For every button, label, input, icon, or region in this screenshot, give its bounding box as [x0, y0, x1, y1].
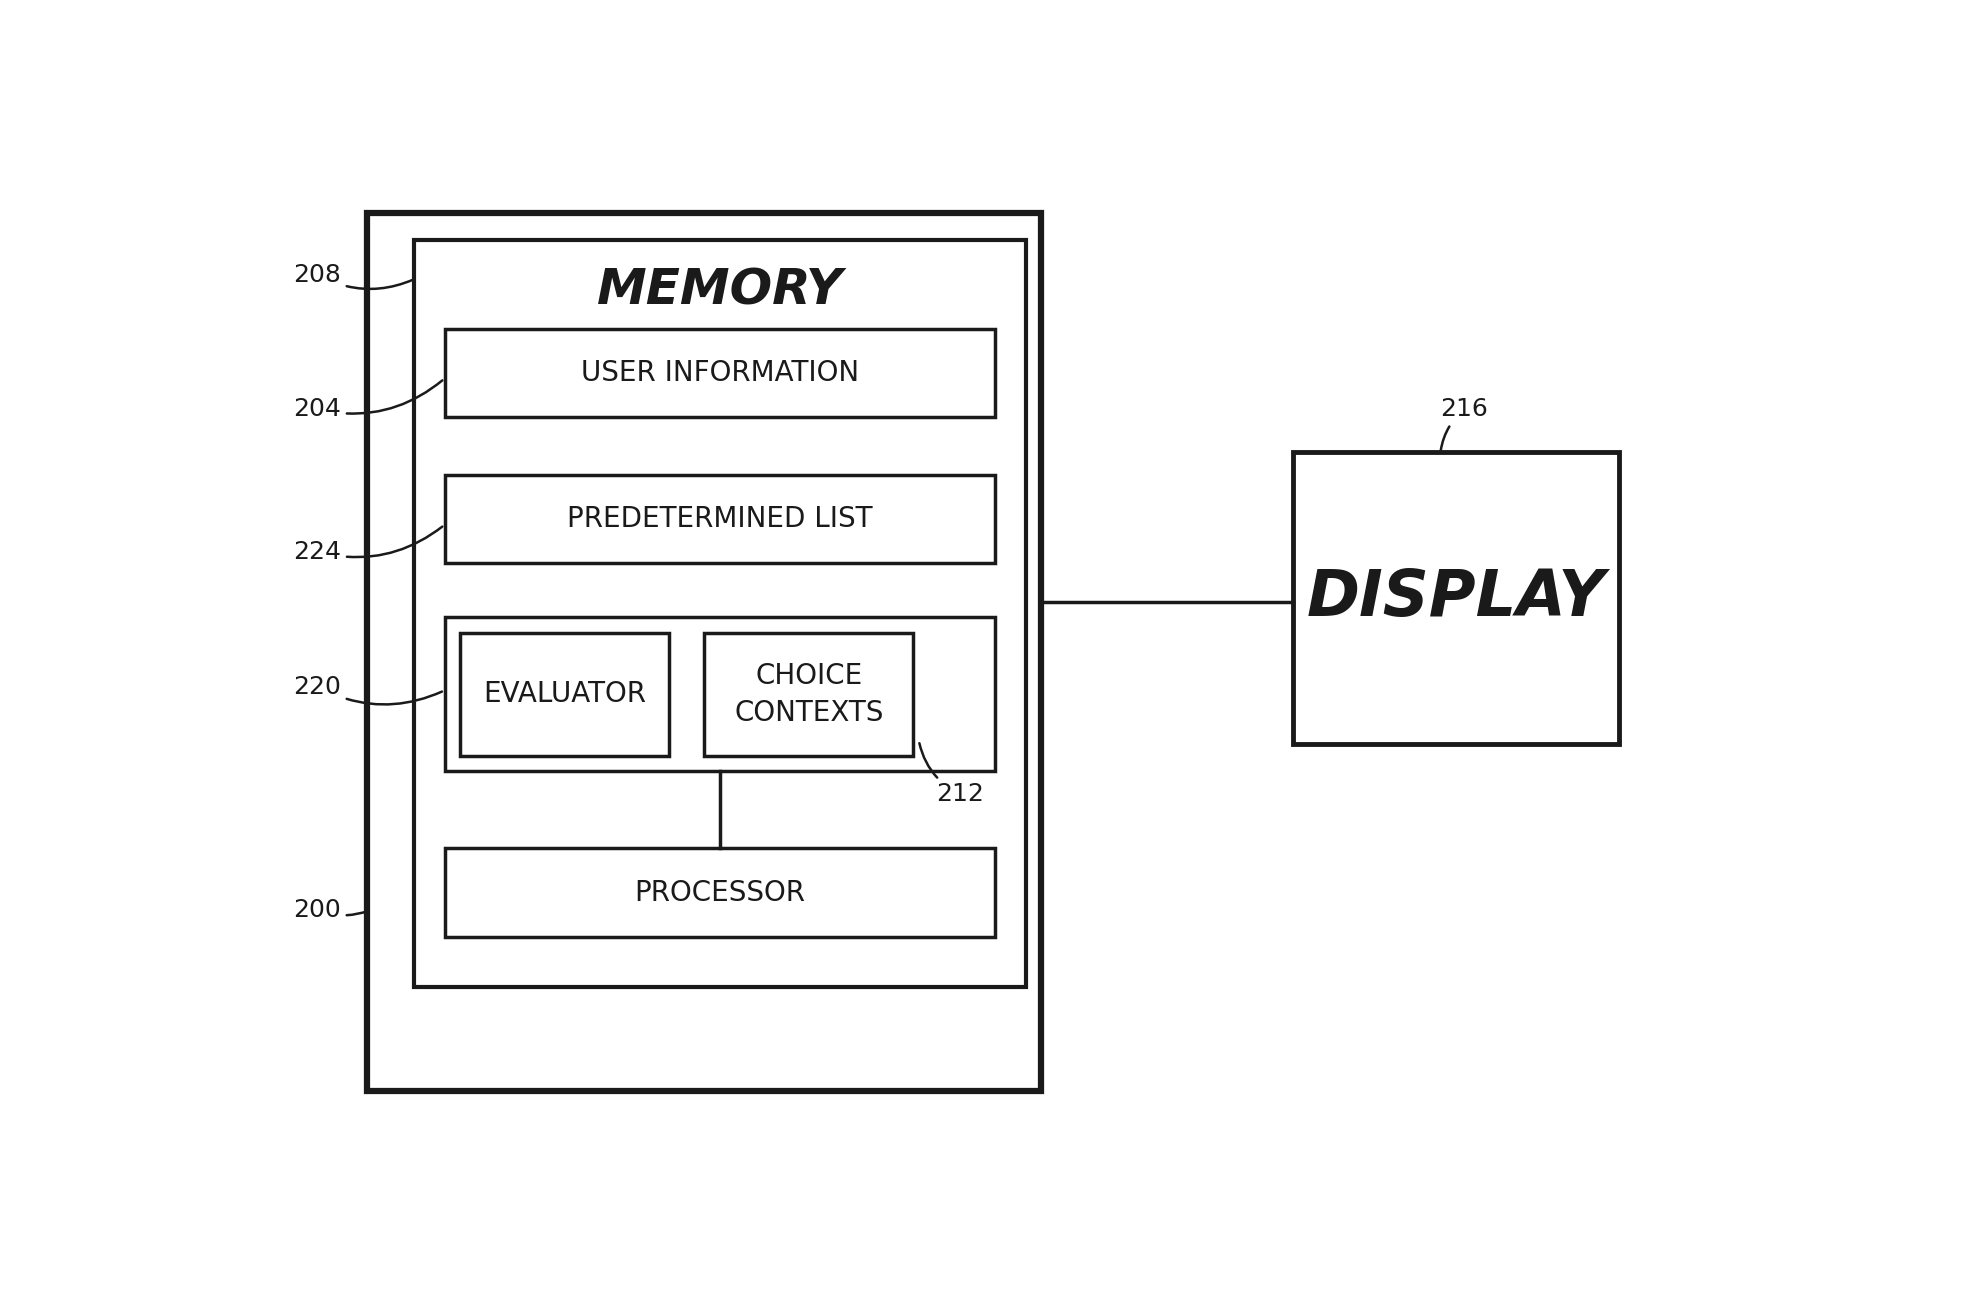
- Text: USER INFORMATION: USER INFORMATION: [581, 358, 859, 387]
- Text: 224: 224: [294, 527, 442, 564]
- Text: 212: 212: [920, 743, 984, 806]
- Bar: [413, 239, 1025, 987]
- Bar: [444, 329, 995, 417]
- Text: PREDETERMINED LIST: PREDETERMINED LIST: [567, 505, 873, 533]
- Bar: [444, 849, 995, 937]
- Bar: [444, 617, 995, 771]
- Bar: [1294, 452, 1619, 744]
- Bar: [444, 475, 995, 563]
- Text: DISPLAY: DISPLAY: [1307, 567, 1606, 629]
- Bar: [460, 633, 670, 756]
- Text: 200: 200: [294, 898, 367, 921]
- Text: EVALUATOR: EVALUATOR: [484, 681, 646, 708]
- Text: 204: 204: [294, 380, 442, 422]
- Text: CHOICE
CONTEXTS: CHOICE CONTEXTS: [735, 661, 883, 727]
- Bar: [367, 214, 1041, 1091]
- Text: PROCESSOR: PROCESSOR: [634, 879, 806, 907]
- Text: 216: 216: [1440, 397, 1489, 450]
- Text: 208: 208: [294, 263, 413, 289]
- Text: 220: 220: [294, 674, 442, 704]
- Bar: [705, 633, 912, 756]
- Text: MEMORY: MEMORY: [596, 267, 843, 314]
